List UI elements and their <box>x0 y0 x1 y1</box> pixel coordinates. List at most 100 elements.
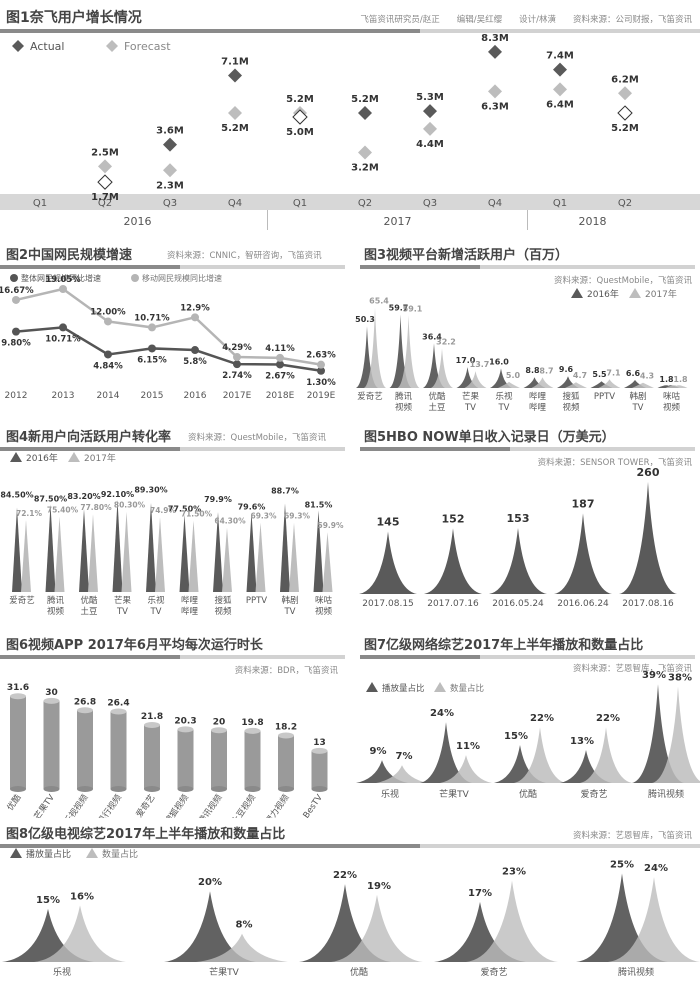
category-label: 乐视 <box>381 788 399 800</box>
series-point <box>148 344 156 353</box>
panel-web-variety: 图7亿级网络综艺2017年上半年播放和数量占比 资料来源：艺恩智库，飞笛资讯 播… <box>350 628 700 818</box>
bar-play <box>576 873 668 962</box>
legend-forecast-marker <box>106 40 118 52</box>
legend-mobile-label: 移动网民规模同比增速 <box>142 273 222 283</box>
chart-source: 资料来源：QuestMobile，飞笛资讯 <box>188 433 326 443</box>
legend-mobile-marker <box>131 274 139 282</box>
category-label: TV <box>149 607 161 616</box>
bar-2016 <box>79 508 89 592</box>
bar-2016 <box>45 504 56 592</box>
category-label: 搜狐 <box>214 595 232 606</box>
title-underline <box>0 265 180 269</box>
forecast-point <box>98 159 112 174</box>
actual-point <box>228 68 242 83</box>
bar-top <box>211 727 227 734</box>
category-label: 乐视 <box>147 595 165 606</box>
series-point <box>59 323 67 332</box>
quarter-tick-label: Q3 <box>163 198 177 209</box>
bar-base <box>10 786 26 792</box>
actual-point <box>488 44 502 59</box>
data-label-2016: 77.50% <box>168 505 201 514</box>
series-point <box>12 295 20 304</box>
actual-data-label: 3.6M <box>156 126 184 137</box>
category-label: 2016.05.24 <box>492 599 544 609</box>
forecast-data-label: 4.4M <box>416 139 444 150</box>
netizen-chart: 整体网民规模同比增速 移动网民规模同比增速 9.80% 10.71% 4.84% 6.15… <box>0 273 336 401</box>
data-label-2016: 89.30% <box>134 486 167 495</box>
bar-count <box>196 933 288 962</box>
legend-forecast-label: Forecast <box>124 40 171 53</box>
x-tick-label: 2013 <box>52 391 75 401</box>
data-label-2016: 79.9% <box>204 495 232 504</box>
actual-point <box>553 62 567 77</box>
category-label: 土豆 <box>428 402 445 413</box>
legend-2016-marker <box>571 288 583 298</box>
data-label-play: 25% <box>610 860 634 871</box>
chart-source: 资料来源：SENSOR TOWER，飞笛资讯 <box>537 458 692 468</box>
bar-count <box>440 755 492 783</box>
category-label: 芒果 <box>462 391 480 402</box>
legend-count-marker <box>86 848 98 858</box>
actual-data-label: 7.4M <box>546 51 574 62</box>
data-label-2016: 81.5% <box>305 501 333 510</box>
bar-2016 <box>146 502 156 592</box>
data-label-2017: 64.30% <box>214 517 246 526</box>
x-tick-label: 2016 <box>184 391 207 401</box>
bar-2017 <box>665 385 688 388</box>
bar-top <box>177 726 194 733</box>
series-point <box>276 360 284 369</box>
data-label-2017: 5.0 <box>506 371 521 380</box>
legend-count-label: 数量占比 <box>102 848 138 860</box>
bar-play <box>2 908 94 962</box>
actual-point <box>617 105 633 121</box>
data-label: 30 <box>45 688 58 698</box>
category-label: BesTV <box>302 793 325 818</box>
new-active-chart: 2016年 2017年 50.3 65.4 爱奇艺 59.759.1 腾讯视频 36.432.… <box>355 288 688 413</box>
bar <box>144 724 160 789</box>
category-label: PPTV <box>246 596 267 606</box>
bar-top <box>244 727 261 734</box>
category-label: 2017.08.16 <box>622 599 674 609</box>
bar-base <box>244 786 261 792</box>
forecast-point <box>553 82 567 97</box>
quarter-tick-label: Q4 <box>228 198 242 209</box>
bar-play <box>420 722 472 783</box>
legend-overall-label: 整体网民规模同比增速 <box>21 273 101 283</box>
quarter-tick-label: Q2 <box>618 198 632 209</box>
bar-2017 <box>431 348 453 388</box>
bar-2016 <box>490 368 512 388</box>
title-underline <box>180 447 345 451</box>
data-label: 153 <box>507 512 530 525</box>
bar-play <box>164 891 256 962</box>
bar-base <box>77 786 93 792</box>
x-tick-label: 2012 <box>5 391 28 401</box>
series-point <box>12 327 20 336</box>
bar-top <box>43 697 60 704</box>
category-label: 聚力视频 <box>263 792 292 818</box>
data-label: 12.9% <box>180 303 210 313</box>
x-tick-label: 2017E <box>223 391 252 401</box>
data-label: 26.8 <box>74 697 96 707</box>
data-label: 6.15% <box>137 355 167 365</box>
forecast-point <box>358 145 372 160</box>
bar-play <box>299 884 391 962</box>
data-label-2017: 32.2 <box>436 337 456 346</box>
bar-2017 <box>397 315 420 388</box>
title-underline <box>0 447 180 451</box>
data-label-2017: 59.1 <box>403 304 423 313</box>
category-label: 哔哩 <box>181 607 199 616</box>
title-underline <box>420 844 700 848</box>
data-label-2016: 59.7 <box>389 304 409 313</box>
series-point <box>276 353 284 362</box>
data-label-2017: 65.4 <box>369 297 389 306</box>
category-label: 优酷 <box>80 595 98 606</box>
legend-2016-marker <box>10 452 22 462</box>
data-label-2017: 80.30% <box>114 501 146 510</box>
category-label: 哔哩 <box>529 392 547 402</box>
bar <box>211 730 227 789</box>
data-label-play: 22% <box>333 870 357 881</box>
data-label-play: 15% <box>36 895 60 906</box>
data-label-2016: 9.6 <box>559 365 574 374</box>
legend-2017-label: 2017年 <box>84 452 116 464</box>
